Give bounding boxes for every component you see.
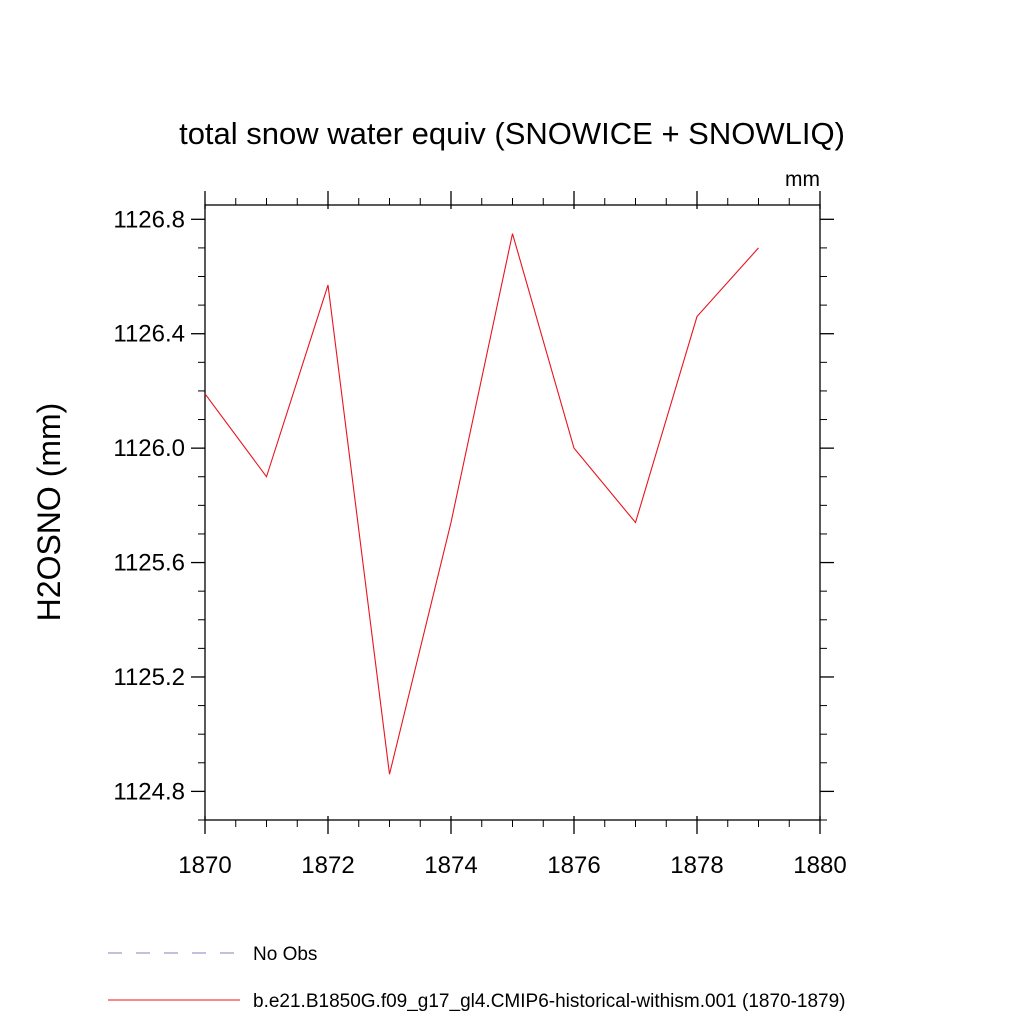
plot-frame — [204, 204, 821, 821]
chart-title: total snow water equiv (SNOWICE + SNOWLI… — [179, 116, 845, 151]
y-tick-label: 1125.6 — [113, 550, 185, 577]
x-tick-label: 1870 — [178, 852, 231, 879]
y-axis-title: H2OSNO (mm) — [31, 403, 67, 622]
x-tick-label: 1878 — [670, 852, 723, 879]
y-tick-label: 1126.4 — [113, 321, 185, 348]
legend-label: No Obs — [253, 944, 317, 965]
y-tick-label: 1126.8 — [113, 206, 185, 233]
y-axis-tick-labels: 1124.8 1125.2 1125.6 1126.0 1126.4 1126.8 — [113, 206, 185, 805]
x-tick-label: 1876 — [547, 852, 600, 879]
legend-label: b.e21.B1850G.f09_g17_gl4.CMIP6-historica… — [253, 991, 846, 1012]
y-axis-ticks — [191, 218, 834, 821]
x-axis-tick-labels: 1870 1872 1874 1876 1878 1880 — [178, 852, 846, 879]
series-lines — [204, 233, 759, 775]
x-tick-label: 1872 — [301, 852, 354, 879]
x-tick-label: 1874 — [424, 852, 477, 879]
y-tick-label: 1125.2 — [113, 664, 185, 691]
x-axis-ticks — [204, 191, 821, 834]
y-tick-label: 1124.8 — [113, 778, 185, 805]
units-label: mm — [785, 168, 820, 191]
x-tick-label: 1880 — [793, 852, 846, 879]
series-line — [204, 233, 759, 775]
legend: No Obs b.e21.B1850G.f09_g17_gl4.CMIP6-his… — [108, 944, 846, 1012]
y-tick-label: 1126.0 — [113, 435, 185, 462]
